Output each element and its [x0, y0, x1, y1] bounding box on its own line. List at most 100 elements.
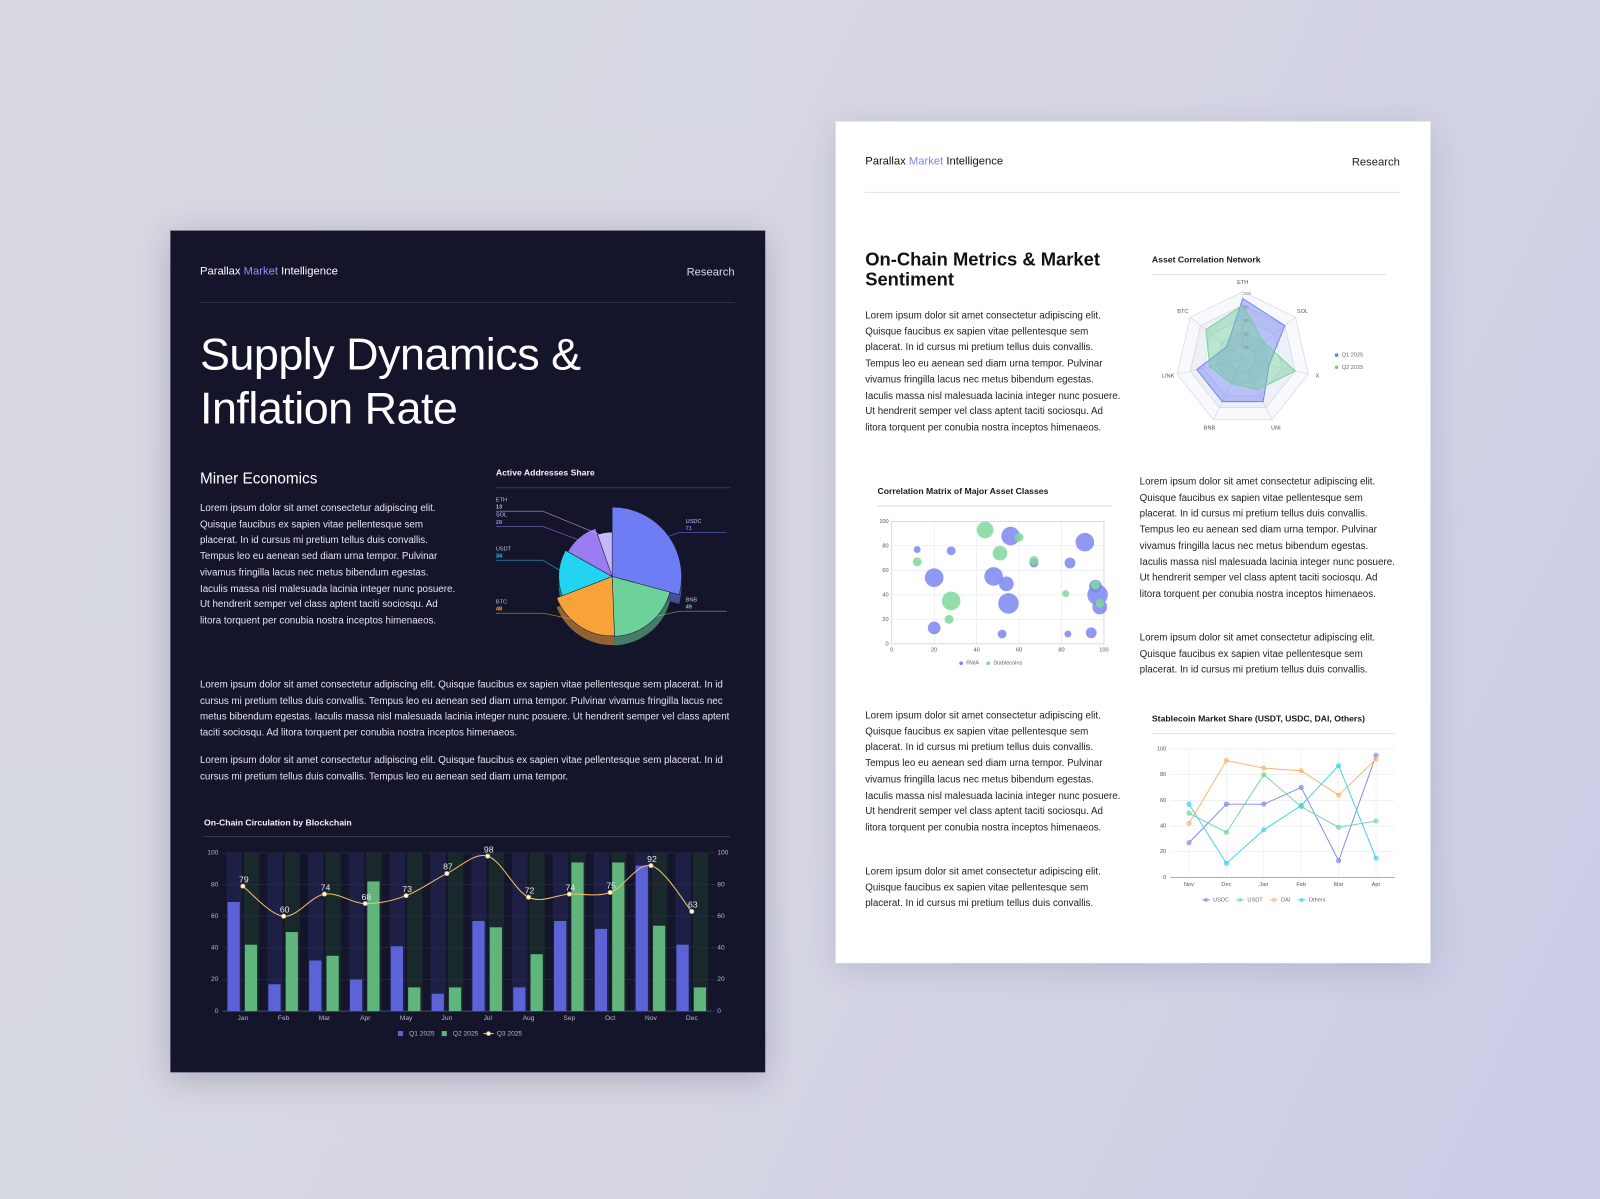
- axis-label: ETH: [1237, 280, 1248, 286]
- y-tick-label: 40: [211, 945, 219, 952]
- line-point: [1336, 858, 1342, 864]
- slice-label: SOL: [496, 513, 507, 519]
- x-tick-label: 80: [1058, 647, 1064, 653]
- bubble: [924, 568, 944, 587]
- bubble: [998, 593, 1019, 614]
- legend-label: DAI: [1281, 897, 1291, 903]
- legend-label: RWA: [966, 661, 979, 667]
- band-stripe: [692, 852, 709, 1012]
- chart-title: Asset Correlation Network: [1152, 254, 1261, 264]
- slice-label: ETH: [496, 497, 507, 503]
- slice: [567, 528, 613, 578]
- radar-area: [1205, 304, 1297, 390]
- value-label: 87: [443, 862, 453, 872]
- bubble: [992, 545, 1008, 561]
- slice-value: 13: [496, 505, 502, 511]
- bubble: [944, 614, 954, 624]
- y2-tick-label: 40: [717, 945, 725, 952]
- slice-label: BNB: [686, 597, 698, 603]
- y-tick-label: 80: [1160, 772, 1166, 778]
- bar: [635, 865, 648, 1012]
- leader-line: [495, 526, 583, 542]
- line-point: [1336, 763, 1342, 769]
- line: [242, 854, 693, 917]
- legend-swatch: [1334, 353, 1339, 357]
- bubble: [1029, 556, 1039, 565]
- y-tick-label: 40: [882, 592, 888, 598]
- slice-label: USDC: [686, 519, 702, 525]
- legend-label: Q2 2025: [1342, 365, 1364, 371]
- band-stripe: [430, 852, 446, 1012]
- bar: [571, 862, 584, 1012]
- line-point: [1298, 802, 1304, 808]
- legend-label: Q3 2025: [497, 1030, 523, 1037]
- legend-swatch: [486, 1031, 491, 1036]
- band-stripe: [348, 852, 365, 1012]
- line-point: [1223, 757, 1229, 763]
- bubble: [1062, 590, 1070, 598]
- bar: [448, 987, 462, 1012]
- line-point: [444, 871, 450, 876]
- radar-axis: [1242, 316, 1296, 360]
- bar: [676, 944, 689, 1012]
- bubble: [1064, 630, 1072, 638]
- line-point: [1186, 801, 1192, 807]
- line-point: [1261, 765, 1267, 771]
- bubble: [941, 591, 961, 611]
- slice-value: 34: [496, 554, 503, 560]
- line-point: [607, 890, 613, 895]
- axis-label: UNI: [1271, 426, 1281, 432]
- line-point: [485, 853, 491, 859]
- legend-swatch: [1238, 897, 1243, 902]
- y-tick-label: 20: [882, 617, 888, 623]
- legend-swatch: [441, 1031, 447, 1037]
- x-tick-label: Oct: [605, 1015, 615, 1022]
- slice-label: BTC: [496, 599, 507, 605]
- legend-swatch: [1271, 897, 1276, 902]
- slice: [611, 506, 682, 595]
- legend-label: Q2 2025: [453, 1030, 479, 1037]
- x-tick-label: Jan: [237, 1015, 248, 1022]
- line-point: [1373, 756, 1379, 762]
- bubble: [1087, 584, 1108, 606]
- slice-value: 48: [496, 607, 502, 613]
- brand-word: Intelligence: [281, 265, 338, 278]
- legend-swatch: [1299, 897, 1304, 902]
- legend-label: Q1 2025: [409, 1030, 435, 1037]
- line-point: [1261, 772, 1267, 778]
- bubble: [913, 546, 921, 554]
- x-tick-label: Mar: [1334, 882, 1344, 888]
- brand-word: Parallax: [865, 155, 906, 168]
- legend-swatch: [397, 1031, 404, 1037]
- x-tick-label: Feb: [1296, 882, 1306, 888]
- line-point: [1298, 768, 1304, 774]
- value-label: 79: [239, 874, 249, 884]
- axis-label: SOL: [1297, 309, 1308, 315]
- slice-value: 49: [686, 605, 692, 611]
- axis-label: X: [1315, 374, 1319, 380]
- bubble: [927, 621, 941, 635]
- bubble: [1091, 580, 1100, 590]
- leader-line: [495, 510, 606, 538]
- line-point: [1186, 840, 1192, 846]
- legend-swatch: [959, 661, 963, 666]
- y2-tick-label: 20: [717, 976, 725, 983]
- x-tick-label: Nov: [1184, 882, 1194, 888]
- x-tick-label: Aug: [523, 1015, 535, 1022]
- y2-tick-label: 100: [717, 850, 728, 857]
- bar: [367, 881, 380, 1012]
- axis-label: LINK: [1162, 374, 1175, 380]
- y2-tick-label: 80: [717, 881, 725, 888]
- bar: [285, 932, 298, 1012]
- value-label: 98: [484, 844, 494, 854]
- slice: [611, 576, 671, 637]
- paragraph: Lorem ipsum dolor sit amet consectetur a…: [865, 710, 1121, 834]
- rule: [199, 302, 735, 304]
- x-tick-label: Nov: [645, 1015, 657, 1022]
- y-tick-label: 40: [1160, 824, 1166, 830]
- x-tick-label: Jan: [1259, 882, 1268, 888]
- chart-title: Correlation Matrix of Major Asset Classe…: [877, 486, 1048, 496]
- x-tick-label: Sep: [563, 1015, 575, 1022]
